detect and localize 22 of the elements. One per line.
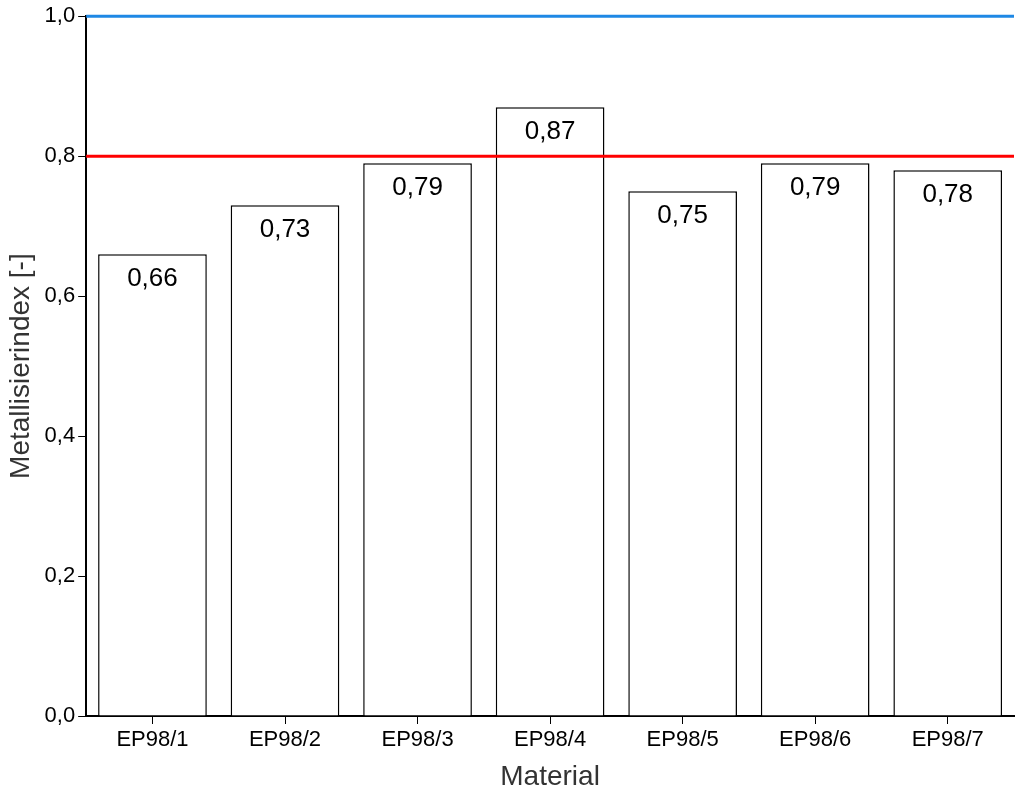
data-label: 0,79: [392, 171, 443, 202]
x-tick-label: EP98/5: [646, 726, 719, 752]
y-tick-label: 1,0: [44, 2, 76, 28]
y-tick-label: 0,4: [44, 422, 76, 448]
data-label: 0,66: [127, 262, 178, 293]
y-tick-label: 0,0: [44, 702, 76, 728]
x-tick-label: EP98/2: [248, 726, 322, 752]
data-label: 0,73: [259, 213, 311, 244]
x-tick-label: EP98/4: [514, 726, 587, 752]
x-tick-label: EP98/6: [779, 726, 852, 752]
x-axis-title: Material: [500, 759, 600, 791]
data-label: 0,75: [657, 199, 708, 230]
data-label: 0,78: [922, 178, 974, 209]
y-tick-label: 0,8: [44, 142, 76, 168]
y-tick-label: 0,6: [44, 282, 76, 308]
x-tick-label: EP98/1: [116, 726, 189, 752]
y-tick-label: 0,2: [44, 562, 76, 588]
x-tick-label: EP98/3: [381, 726, 454, 752]
data-label: 0,79: [789, 171, 841, 202]
y-axis-title: Metallisierindex [-]: [3, 253, 35, 479]
data-label: 0,87: [524, 115, 576, 146]
x-tick-label: EP98/7: [911, 726, 984, 752]
